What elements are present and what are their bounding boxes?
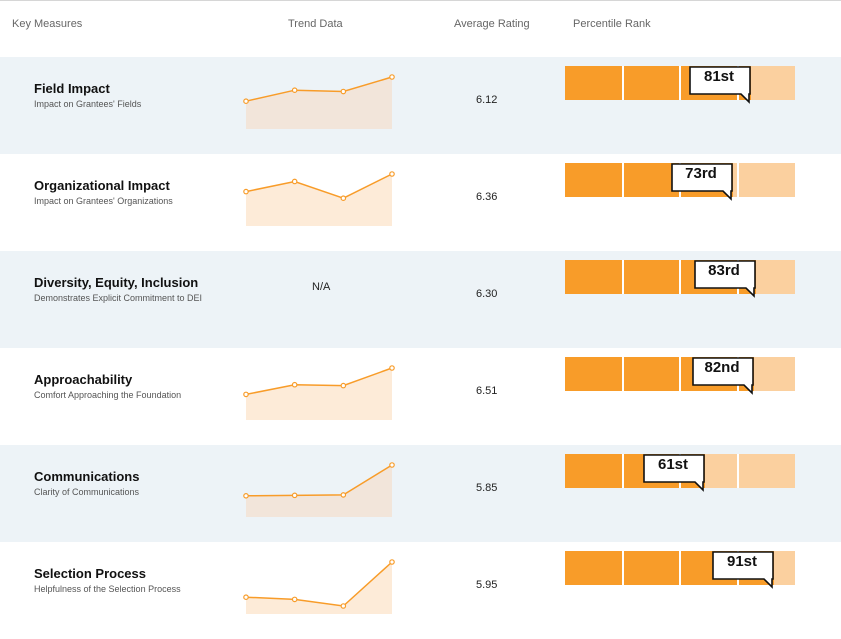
percentile-rank-label: 83rd — [708, 262, 740, 279]
measure-title: Communications — [34, 469, 140, 484]
average-rating-value: 5.95 — [476, 579, 498, 591]
trend-point — [389, 559, 395, 565]
quartile-divider — [622, 66, 624, 100]
header-trend-data: Trend Data — [288, 18, 343, 30]
trend-point — [340, 492, 347, 498]
measure-title: Field Impact — [34, 81, 110, 96]
trend-point — [389, 365, 395, 371]
trend-line — [245, 464, 393, 497]
measure-subtitle: Helpfulness of the Selection Process — [34, 584, 181, 594]
table-row: Approachability Comfort Approaching the F… — [0, 348, 841, 445]
percentile-callout: 81st — [689, 66, 751, 106]
table-header: Key Measures Trend Data Average Rating P… — [0, 0, 841, 56]
average-rating-value: 6.36 — [476, 191, 498, 203]
trend-sparkline — [243, 462, 395, 517]
measure-subtitle: Demonstrates Explicit Commitment to DEI — [34, 293, 203, 303]
percentile-rank-label: 61st — [657, 456, 689, 473]
quartile-divider — [679, 551, 681, 585]
percentile-rank-label: 81st — [703, 68, 735, 85]
header-percentile-rank: Percentile Rank — [573, 18, 651, 30]
trend-point — [243, 594, 249, 601]
average-rating-value: 6.30 — [476, 288, 498, 300]
trend-area — [246, 562, 392, 614]
percentile-bar: 91st — [565, 551, 795, 589]
quartile-divider — [622, 454, 624, 488]
percentile-rank-label: 73rd — [685, 165, 717, 182]
average-rating-value: 5.85 — [476, 482, 498, 494]
quartile-divider — [622, 357, 624, 391]
table-row: Communications Clarity of Communications 5… — [0, 445, 841, 542]
trend-point — [243, 492, 249, 499]
measure-subtitle: Clarity of Communications — [34, 487, 140, 497]
quartile-divider — [679, 66, 681, 100]
trend-point — [243, 188, 249, 195]
percentile-bar: 81st — [565, 66, 795, 104]
trend-point — [340, 88, 347, 95]
table-row: Organizational Impact Impact on Grantees'… — [0, 154, 841, 251]
percentile-callout: 91st — [712, 551, 774, 591]
measure-title: Approachability — [34, 372, 133, 387]
table-row: Selection Process Helpfulness of the Sele… — [0, 542, 841, 639]
table-row: Field Impact Impact on Grantees' Fields 6.… — [0, 57, 841, 154]
header-average-rating: Average Rating — [454, 18, 530, 30]
percentile-bar: 61st — [565, 454, 795, 492]
trend-point — [291, 492, 298, 499]
percentile-callout: 73rd — [671, 163, 733, 203]
trend-na-text: N/A — [312, 281, 331, 293]
trend-sparkline — [243, 365, 395, 420]
trend-point — [291, 596, 298, 603]
measure-title: Organizational Impact — [34, 178, 170, 193]
trend-point — [291, 178, 298, 185]
trend-sparkline — [243, 74, 395, 129]
trend-point — [243, 98, 249, 105]
percentile-rank-label: 82nd — [704, 359, 740, 376]
trend-line — [245, 173, 393, 200]
quartile-divider — [679, 260, 681, 294]
trend-area — [246, 368, 392, 420]
trend-point — [389, 74, 395, 80]
percentile-bar: 73rd — [565, 163, 795, 201]
percentile-rank-label: 91st — [726, 553, 758, 570]
quartile-divider — [622, 163, 624, 197]
measure-title: Selection Process — [34, 566, 146, 581]
measure-title: Diversity, Equity, Inclusion — [34, 275, 199, 290]
trend-line — [245, 367, 393, 396]
trend-point — [389, 462, 395, 468]
average-rating-value: 6.51 — [476, 385, 498, 397]
average-rating-value: 6.12 — [476, 94, 498, 106]
trend-area — [246, 174, 392, 226]
top-border — [0, 0, 841, 1]
percentile-callout: 82nd — [692, 357, 754, 397]
header-key-measures: Key Measures — [12, 18, 83, 30]
trend-point — [243, 391, 249, 398]
trend-point — [389, 171, 395, 177]
trend-area — [246, 465, 392, 517]
trend-sparkline — [243, 171, 395, 226]
trend-line — [245, 76, 393, 102]
trend-point — [340, 603, 347, 609]
quartile-divider — [737, 454, 739, 488]
measure-subtitle: Impact on Grantees' Fields — [34, 99, 142, 109]
trend-point — [340, 382, 347, 389]
trend-point — [291, 87, 298, 94]
quartile-divider — [622, 551, 624, 585]
trend-point — [340, 195, 347, 202]
percentile-callout: 83rd — [694, 260, 756, 300]
percentile-bar: 82nd — [565, 357, 795, 395]
percentile-bar: 83rd — [565, 260, 795, 298]
trend-line — [245, 561, 393, 607]
table-row: Diversity, Equity, Inclusion Demonstrates… — [0, 251, 841, 348]
measure-subtitle: Comfort Approaching the Foundation — [34, 390, 182, 400]
trend-area — [246, 77, 392, 129]
measure-subtitle: Impact on Grantees' Organizations — [34, 196, 173, 206]
quartile-divider — [737, 163, 739, 197]
trend-sparkline — [243, 559, 395, 614]
quartile-divider — [679, 357, 681, 391]
quartile-divider — [622, 260, 624, 294]
percentile-callout: 61st — [643, 454, 705, 494]
trend-point — [291, 381, 298, 388]
